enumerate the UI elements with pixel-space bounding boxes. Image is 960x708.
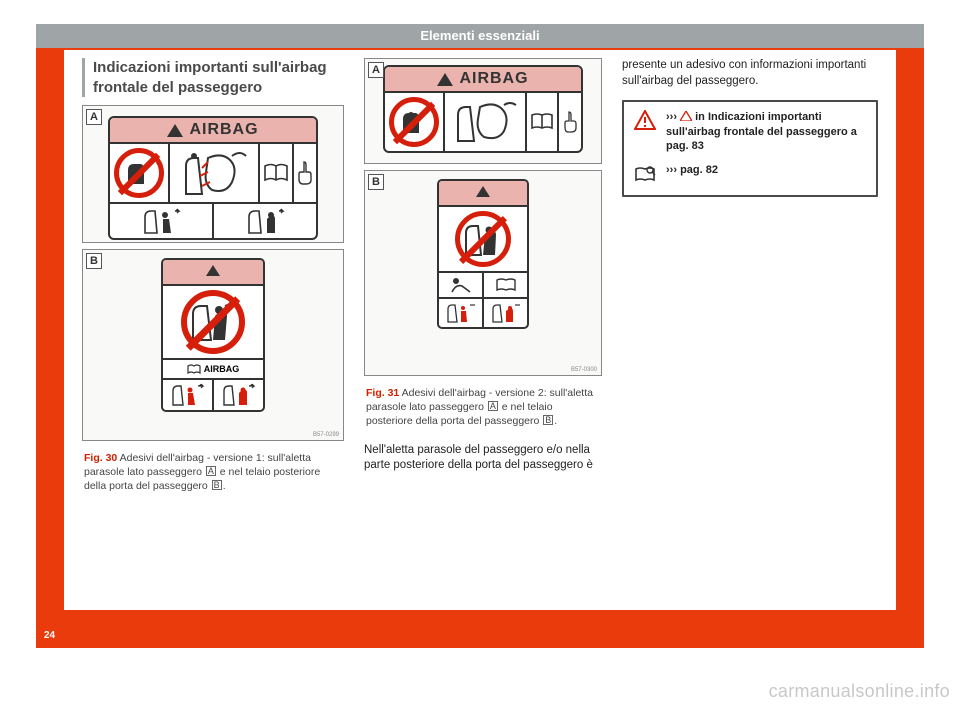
panel-label-b: B bbox=[86, 253, 102, 269]
column-2: A AIRBAG bbox=[364, 58, 602, 596]
airbag-text: AIRBAG bbox=[459, 70, 528, 88]
ref-manual-row: ››› pag. 82 bbox=[634, 164, 866, 187]
header-title: Elementi essenziali bbox=[420, 28, 539, 43]
child-seat-rear-icon bbox=[490, 302, 522, 324]
col3-body-text: presente un adesivo con informazioni imp… bbox=[622, 58, 878, 90]
caption-box-b: B bbox=[212, 480, 222, 490]
warning-triangle-icon bbox=[634, 110, 656, 130]
warning-triangle-small-icon bbox=[680, 111, 692, 121]
child-seat-rear-icon bbox=[245, 207, 285, 235]
panel-label-b: B bbox=[368, 174, 384, 190]
fig30-caption: Fig. 30 Adesivi dell'airbag - versione 1… bbox=[82, 447, 344, 502]
watermark: carmanualsonline.info bbox=[769, 681, 950, 702]
page-content: Indicazioni importanti sull'airbag front… bbox=[64, 50, 896, 610]
fig31-label: Fig. 31 bbox=[366, 387, 399, 399]
caption-box-a: A bbox=[206, 466, 216, 476]
prohibit-rear-child-seat-icon bbox=[181, 290, 245, 354]
prohibit-child-seat-icon bbox=[114, 148, 164, 198]
warning-triangle-icon bbox=[437, 73, 453, 86]
fig30-panel-a: A AIRBAG bbox=[82, 105, 344, 243]
page-number: 24 bbox=[44, 630, 55, 641]
prohibit-child-seat-icon bbox=[389, 97, 439, 147]
fig31-panel-a: A AIRBAG bbox=[364, 58, 602, 164]
pointing-hand-icon bbox=[297, 160, 313, 186]
airbag-sticker-v1-a: AIRBAG bbox=[108, 116, 318, 240]
child-seat-rear-icon bbox=[221, 383, 257, 407]
airbag-text: AIRBAG bbox=[204, 364, 240, 374]
manual-book-search-icon bbox=[634, 164, 656, 184]
panel-label-a: A bbox=[86, 109, 102, 125]
column-1: Indicazioni importanti sull'airbag front… bbox=[82, 58, 344, 596]
page-header: Elementi essenziali bbox=[36, 24, 924, 48]
col2-body-text: Nell'aletta parasole del passeggero e/o … bbox=[364, 443, 602, 475]
pointing-hand-icon bbox=[563, 110, 577, 134]
seatbelt-icon bbox=[448, 276, 474, 294]
airbag-sticker-v2-a: AIRBAG bbox=[383, 65, 583, 153]
seat-airbag-impact-icon bbox=[178, 148, 250, 198]
warning-triangle-icon bbox=[167, 124, 183, 137]
seat-airbag-impact-icon bbox=[452, 99, 518, 145]
fig30-panel-b: B B57-0299 bbox=[82, 249, 344, 441]
fig30-label: Fig. 30 bbox=[84, 452, 117, 464]
caption-box-a: A bbox=[488, 401, 498, 411]
warning-triangle-icon bbox=[476, 186, 490, 197]
column-3: presente un adesivo con informazioni imp… bbox=[622, 58, 878, 596]
ref1-text: in Indicazioni importanti sull'airbag fr… bbox=[666, 111, 857, 153]
child-seat-forward-icon bbox=[141, 207, 181, 235]
child-seat-forward-icon bbox=[170, 383, 206, 407]
manual-book-icon bbox=[263, 160, 289, 186]
fig30-img-code: B57-0299 bbox=[313, 432, 339, 438]
manual-book-icon bbox=[187, 363, 201, 375]
warning-triangle-icon bbox=[206, 265, 220, 276]
child-seat-forward-icon bbox=[445, 302, 477, 324]
fig31-panel-b: B B57-0300 bbox=[364, 170, 602, 376]
panel-label-a: A bbox=[368, 62, 384, 78]
caption-box-b: B bbox=[543, 415, 553, 425]
prohibit-rear-child-seat-icon bbox=[455, 211, 511, 267]
reference-box: ››› in Indicazioni importanti sull'airba… bbox=[622, 100, 878, 198]
manual-book-icon bbox=[495, 276, 517, 294]
airbag-text: AIRBAG bbox=[189, 121, 258, 139]
airbag-sticker-v1-b: AIRBAG bbox=[161, 258, 265, 412]
airbag-sticker-v2-b bbox=[437, 179, 529, 329]
ref-warning-row: ››› in Indicazioni importanti sull'airba… bbox=[634, 110, 866, 155]
fig31-caption: Fig. 31 Adesivi dell'airbag - versione 2… bbox=[364, 382, 602, 437]
section-heading: Indicazioni importanti sull'airbag front… bbox=[82, 58, 344, 97]
manual-book-icon bbox=[530, 110, 554, 134]
fig31-img-code: B57-0300 bbox=[571, 367, 597, 373]
ref2-text: pag. 82 bbox=[680, 164, 718, 176]
